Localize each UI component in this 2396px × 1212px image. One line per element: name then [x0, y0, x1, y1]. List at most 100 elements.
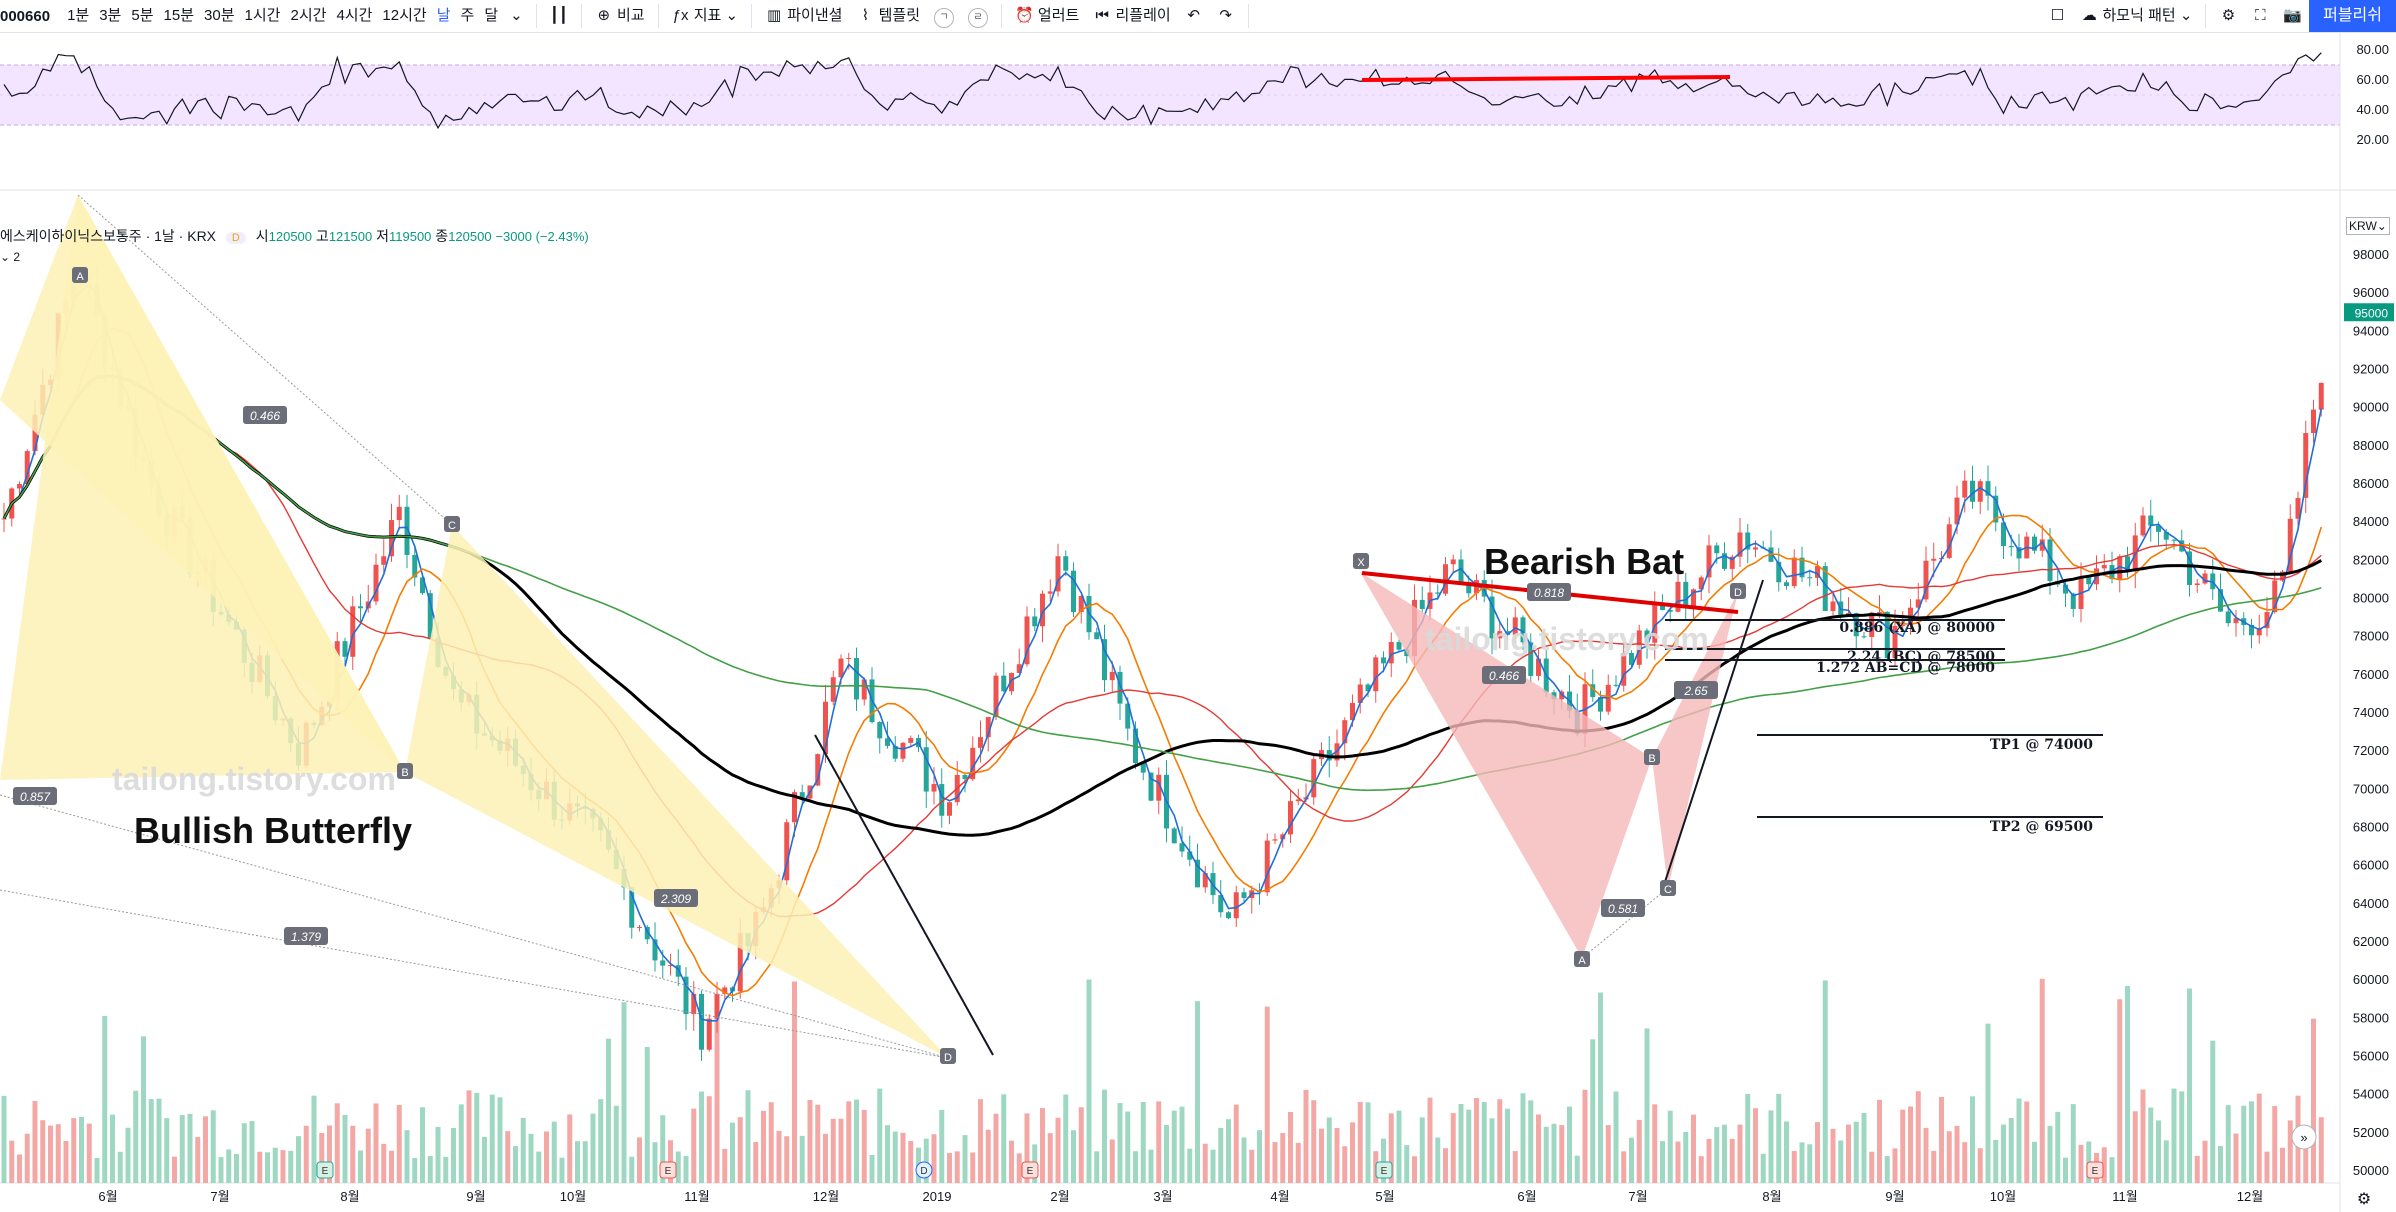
volume-bar	[1698, 1156, 1704, 1183]
candle-style-button[interactable]: ┃┃	[543, 0, 575, 32]
candle-body	[1055, 556, 1061, 592]
template-b-button[interactable]: ㄹ	[961, 0, 995, 32]
volume-bar	[303, 1125, 309, 1183]
time-axis-label: 11월	[2112, 1189, 2137, 1204]
volume-bar	[195, 1137, 201, 1183]
volume-bar	[1257, 1130, 1262, 1183]
butterfly-ratio: 2.309	[660, 892, 691, 906]
chart-canvas[interactable]: 80.00 60.00 40.00 20.00 98000 96000 94000 92000…	[0, 33, 2396, 1212]
candle-body	[970, 747, 976, 780]
volume-bar	[2148, 1107, 2154, 1183]
camera-icon: 📷	[2283, 7, 2303, 24]
volume-bar	[1218, 1127, 1224, 1183]
volume-bar	[1365, 1102, 1371, 1183]
publish-button[interactable]: 퍼블리쉬	[2309, 0, 2396, 32]
volume-bar	[2101, 1147, 2107, 1183]
interval-5-button[interactable]: 1시간	[244, 7, 281, 24]
interval-9-button[interactable]: 날	[436, 7, 451, 24]
price-axis-label: 56000	[2353, 1049, 2389, 1064]
bat-ratio-bg	[1482, 666, 1526, 684]
volume-bar	[2256, 1093, 2262, 1183]
candle-body	[1900, 624, 1906, 626]
fullscreen-button[interactable]: ⛶	[2244, 0, 2276, 32]
volume-bar	[544, 1131, 549, 1183]
candle-body	[1892, 625, 1898, 659]
interval-8-button[interactable]: 12시간	[382, 7, 427, 24]
interval-4-button[interactable]: 30분	[204, 7, 235, 24]
volume-bar	[133, 1090, 139, 1183]
symbol-label[interactable]: 000660	[0, 7, 51, 25]
pane-toggle[interactable]: ⌄ 2	[0, 250, 21, 264]
templates-button[interactable]: ⌇ 템플릿	[849, 0, 927, 32]
indicators-button[interactable]: ƒx 지표 ⌄	[665, 0, 746, 32]
replay-button[interactable]: ⏮ 리플레이	[1086, 0, 1177, 32]
watermark-right: tailong.tistory.com	[1425, 621, 1709, 657]
volume-bar	[567, 1114, 573, 1183]
time-axis-label: 6월	[1517, 1189, 1536, 1204]
interval-1-button[interactable]: 3분	[99, 7, 122, 24]
fullscreen-box-button[interactable]: ☐	[2041, 0, 2073, 32]
currency-selector[interactable]: KRW⌄	[2346, 217, 2390, 235]
volume-bar	[234, 1154, 239, 1183]
butterfly-ratio-bg	[654, 889, 698, 907]
volume-bar	[761, 1110, 766, 1183]
bat-point-X: X	[1357, 557, 1365, 569]
candle-body	[1388, 642, 1394, 664]
candle-body	[652, 939, 658, 961]
butterfly-point-C: C	[448, 520, 456, 532]
bat-title: Bearish Bat	[1484, 541, 1684, 582]
candle-body	[32, 414, 38, 452]
volume-bar	[412, 1157, 418, 1183]
butterfly-point-D: D	[944, 1052, 952, 1064]
candle-body	[1729, 556, 1735, 569]
volume-bar	[1133, 1151, 1138, 1183]
undo-button[interactable]: ↶	[1178, 0, 1210, 32]
bat-xab-fill	[1360, 572, 1652, 958]
interval-10-button[interactable]: 주	[460, 7, 475, 24]
volume-bar	[830, 1118, 836, 1183]
interval-2-button[interactable]: 5분	[131, 7, 154, 24]
undo-icon: ↶	[1187, 7, 1200, 24]
rsi-axis-label: 40.00	[2356, 102, 2389, 117]
settings-button[interactable]: ⚙	[2212, 0, 2244, 32]
interval-3-button[interactable]: 15분	[163, 7, 195, 24]
interval-6-button[interactable]: 2시간	[290, 7, 327, 24]
template-a-button[interactable]: ㄱ	[927, 0, 961, 32]
volume-bar	[110, 1114, 115, 1183]
butterfly-ratio: 1.379	[291, 930, 321, 944]
interval-0-button[interactable]: 1분	[67, 7, 90, 24]
volume-bar	[2078, 1144, 2084, 1183]
candle-body	[2008, 546, 2014, 548]
harmonic-pattern-button[interactable]: ☁ 하모닉 패턴 ⌄	[2073, 0, 2199, 32]
volume-bar	[1125, 1111, 1131, 1183]
snapshot-button[interactable]: 📷	[2276, 0, 2309, 32]
financials-button[interactable]: ▥ 파이낸셜	[758, 0, 849, 32]
open-label: 시	[255, 228, 269, 244]
butterfly-point-A-bg	[72, 267, 88, 283]
volume-bar	[2047, 1125, 2053, 1183]
butterfly-xd-dots	[0, 889, 949, 1059]
interval-7-button[interactable]: 4시간	[336, 7, 373, 24]
redo-button[interactable]: ↷	[1210, 0, 1242, 32]
butterfly-point-A: A	[76, 271, 84, 283]
chevron-down-icon[interactable]: ⌄	[510, 7, 523, 24]
templates-label: 템플릿	[878, 7, 921, 24]
candle-body	[637, 926, 642, 928]
volume-bar	[923, 1138, 929, 1183]
volume-bar	[823, 1133, 828, 1183]
volume-bar	[1962, 1142, 1968, 1183]
compare-button[interactable]: ⊕ 비교	[588, 0, 652, 32]
candle-body	[1993, 495, 1999, 523]
volume-bar	[1853, 1121, 1859, 1183]
candle-body	[1156, 774, 1162, 801]
interval-11-button[interactable]: 달	[484, 7, 499, 24]
candle-body	[381, 556, 387, 565]
alert-button[interactable]: ⏰ 얼러트	[1008, 0, 1086, 32]
volume-bar	[1078, 1107, 1084, 1183]
volume-bar	[489, 1094, 495, 1183]
volume-bar	[1063, 1094, 1069, 1183]
volume-bar	[528, 1133, 534, 1183]
volume-bar	[179, 1114, 185, 1183]
volume-bar	[1272, 1142, 1278, 1183]
candle-body	[1753, 547, 1758, 550]
